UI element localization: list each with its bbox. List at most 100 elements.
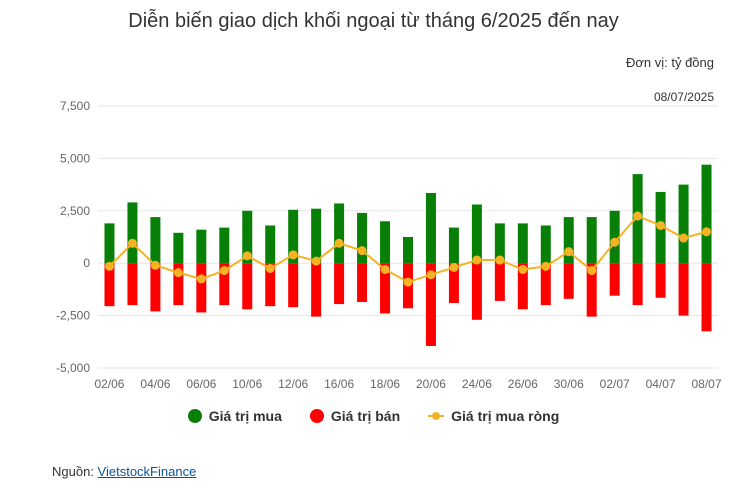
net-point <box>265 263 275 273</box>
buy-bar <box>494 223 505 264</box>
y-tick-label: 5,000 <box>60 151 90 165</box>
y-tick-label: -2,500 <box>56 309 90 323</box>
x-tick-label: 12/06 <box>278 377 308 391</box>
sell-bar <box>196 263 207 313</box>
sell-bar <box>288 263 299 308</box>
buy-bar <box>563 217 574 264</box>
legend-net-swatch <box>428 409 445 423</box>
net-point <box>150 260 160 270</box>
buy-bar <box>242 210 253 264</box>
x-tick-label: 30/06 <box>554 377 584 391</box>
x-tick-label: 06/06 <box>186 377 216 391</box>
net-point <box>472 255 482 265</box>
net-point <box>564 247 574 257</box>
buy-bar <box>609 210 620 264</box>
sell-bar <box>471 263 482 320</box>
sell-bar <box>173 263 184 306</box>
buy-bar <box>219 227 230 264</box>
buy-bar <box>357 212 368 264</box>
x-tick-label: 08/07 <box>692 377 722 391</box>
y-tick-label: 2,500 <box>60 204 90 218</box>
sell-bar <box>150 263 161 312</box>
net-point <box>633 211 643 221</box>
net-point <box>403 277 413 287</box>
net-point <box>104 261 114 271</box>
source-prefix: Nguồn: <box>52 464 98 479</box>
buy-bar <box>173 232 184 264</box>
buy-bar <box>334 203 345 264</box>
net-point <box>242 251 252 261</box>
buy-bar <box>701 164 712 264</box>
net-point <box>357 246 367 256</box>
net-point <box>587 266 597 276</box>
source-link[interactable]: VietstockFinance <box>97 464 197 479</box>
net-point <box>288 250 298 260</box>
x-tick-label: 10/06 <box>232 377 262 391</box>
x-tick-label: 20/06 <box>416 377 446 391</box>
net-point <box>656 220 666 230</box>
sell-bar <box>104 263 115 307</box>
sell-bar <box>609 263 620 296</box>
x-tick-label: 16/06 <box>324 377 354 391</box>
net-point <box>311 256 321 266</box>
net-point <box>426 270 436 280</box>
buy-bar <box>104 223 115 264</box>
net-point <box>380 264 390 274</box>
buy-bar <box>380 221 391 264</box>
net-point <box>219 266 229 276</box>
buy-bar <box>196 229 207 264</box>
legend-sell-label: Giá trị bán <box>330 408 401 424</box>
sell-bar <box>265 263 276 307</box>
x-tick-label: 18/06 <box>370 377 400 391</box>
sell-bar <box>425 263 436 346</box>
date-label: 08/07/2025 <box>653 90 714 104</box>
net-point <box>173 268 183 278</box>
buy-bar <box>448 227 459 264</box>
x-tick-label: 04/07 <box>646 377 676 391</box>
buy-bar <box>127 202 138 264</box>
buy-bar <box>288 209 299 264</box>
x-tick-label: 02/07 <box>600 377 630 391</box>
net-point <box>702 227 712 237</box>
sell-bar <box>632 263 643 306</box>
net-point <box>334 238 344 248</box>
net-point <box>495 255 505 265</box>
source-note: Nguồn: VietstockFinance <box>52 464 196 479</box>
legend-buy-label: Giá trị mua <box>208 408 282 424</box>
net-point <box>679 233 689 243</box>
buy-bar <box>517 223 528 264</box>
x-tick-label: 04/06 <box>140 377 170 391</box>
sell-bar <box>655 263 666 298</box>
sell-bar <box>357 263 368 302</box>
net-point <box>449 262 459 272</box>
y-tick-label: -5,000 <box>56 361 90 375</box>
unit-label: Đơn vị: tỷ đồng <box>625 55 714 70</box>
buy-bar <box>311 208 322 264</box>
y-tick-label: 7,500 <box>60 99 90 113</box>
chart-canvas: 7,500 5,000 2,500 0 -2,500 -5,000 02/06 04/06 06… <box>56 99 722 391</box>
buy-bar <box>150 217 161 264</box>
legend-item-sell[interactable]: Giá trị bán <box>309 408 401 424</box>
buy-bar <box>540 225 551 264</box>
sell-bar <box>219 263 230 306</box>
legend-item-buy[interactable]: Giá trị mua <box>187 408 282 424</box>
sell-bar <box>334 263 345 305</box>
sell-bar <box>678 263 689 316</box>
sell-bar <box>448 263 459 304</box>
legend-item-net[interactable]: Giá trị mua ròng <box>428 408 559 424</box>
chart-title: Diễn biến giao dịch khối ngoại từ tháng … <box>128 10 619 32</box>
y-tick-label: 0 <box>83 256 90 270</box>
net-point <box>518 264 528 274</box>
sell-bar <box>540 263 551 306</box>
net-point <box>196 274 206 284</box>
legend-net-label: Giá trị mua ròng <box>451 408 560 424</box>
buy-bar <box>425 192 436 264</box>
buy-bar <box>586 217 597 264</box>
legend-sell-swatch <box>309 409 324 423</box>
net-point <box>127 238 137 248</box>
sell-bar <box>586 263 597 317</box>
sell-bar <box>311 263 322 317</box>
x-tick-label: 26/06 <box>508 377 538 391</box>
sell-bar <box>127 263 138 306</box>
sell-bar <box>494 263 505 301</box>
